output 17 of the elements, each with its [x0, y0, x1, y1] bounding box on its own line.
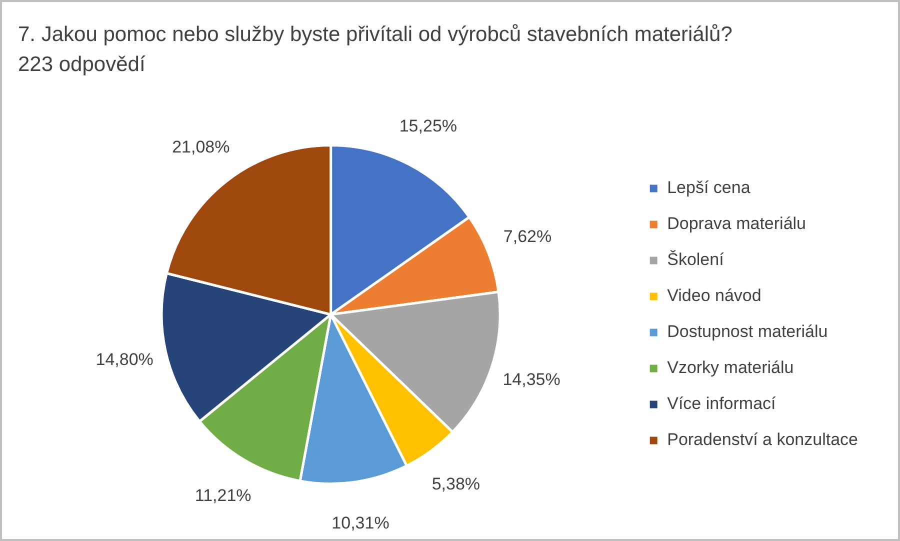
legend-label: Doprava materiálu	[667, 214, 806, 234]
data-label: 14,80%	[96, 350, 154, 370]
data-label: 7,62%	[503, 227, 552, 246]
legend-label: Video návod	[667, 286, 762, 306]
chart-title: 7. Jakou pomoc nebo služby byste přivítali od výrobců stavebních materiálů? 223 odpovědí	[18, 22, 734, 78]
data-label: 15,25%	[399, 116, 458, 136]
legend-label: Dostupnost materiálu	[667, 322, 828, 342]
legend-label: Vzorky materiálu	[667, 358, 794, 378]
data-label: 10,31%	[332, 513, 390, 532]
data-label: 5,38%	[432, 474, 480, 494]
data-label: 21,08%	[172, 138, 230, 157]
legend-label: Lepší cena	[667, 178, 751, 198]
data-label: 11,21%	[194, 486, 252, 505]
data-label: 14,35%	[502, 370, 560, 390]
legend-label: Více informací	[667, 394, 776, 414]
legend-label: Školení	[667, 250, 724, 270]
legend-label: Poradenství a konzultace	[667, 430, 858, 450]
